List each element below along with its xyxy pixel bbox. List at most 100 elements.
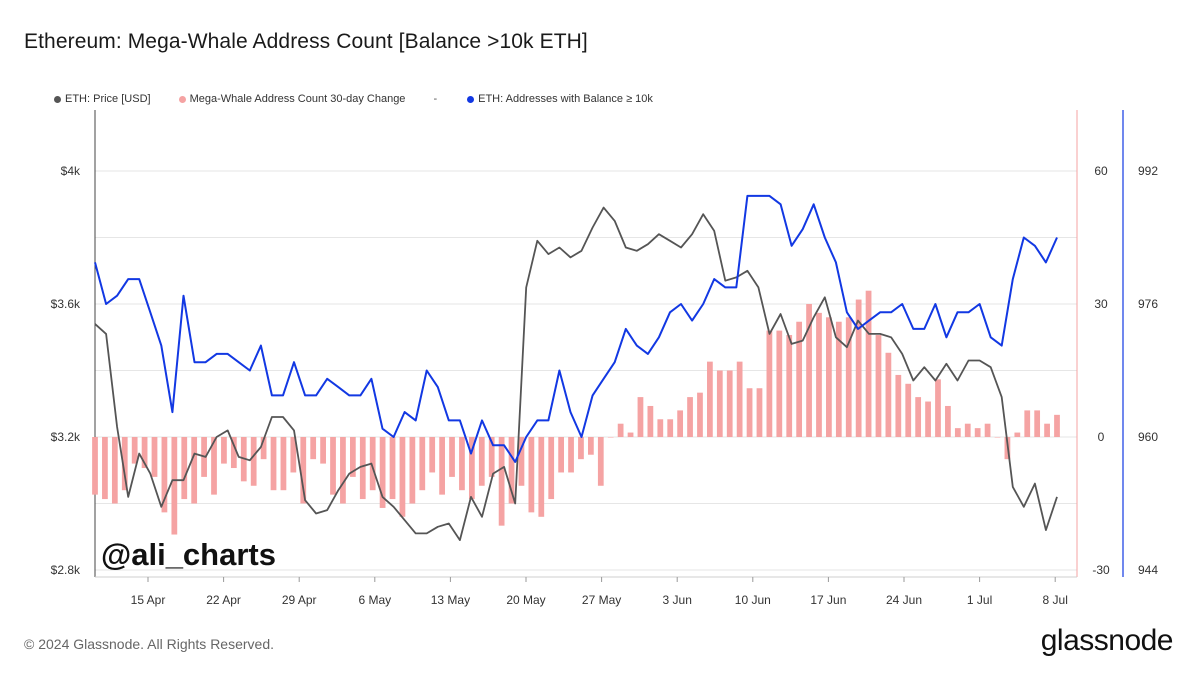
change-bar <box>627 432 634 437</box>
x-tick-label: 13 May <box>431 593 470 607</box>
change-bar <box>419 437 426 491</box>
y-left-tick-label: $3.2k <box>51 430 81 444</box>
change-bar <box>558 437 564 473</box>
change-bar <box>518 437 525 486</box>
change-bar <box>766 330 773 437</box>
change-bar <box>925 401 931 437</box>
change-bar <box>895 374 902 437</box>
change-bar <box>498 437 505 526</box>
change-bar <box>538 437 545 517</box>
change-bar <box>568 437 574 473</box>
change-bar <box>647 405 654 437</box>
change-bar <box>290 437 297 473</box>
y-left-tick-label: $3.6k <box>51 297 81 311</box>
legend-item-change[interactable]: Mega-Whale Address Count 30-day Change <box>178 93 406 105</box>
price-line <box>94 206 1058 541</box>
change-bar <box>102 437 108 500</box>
change-bar <box>707 361 713 437</box>
change-bar <box>548 437 555 500</box>
change-bar <box>667 419 674 437</box>
change-bar <box>508 437 515 504</box>
x-tick-label: 3 Jun <box>663 593 692 607</box>
change-bar <box>697 392 703 437</box>
x-tick-label: 24 Jun <box>886 593 922 607</box>
change-bar <box>677 410 684 437</box>
change-bar <box>459 437 465 491</box>
change-bar <box>915 397 922 437</box>
change-bar <box>726 370 733 437</box>
change-bar <box>449 437 455 477</box>
change-bar <box>816 312 822 437</box>
x-tick-label: 22 Apr <box>206 593 241 607</box>
change-bar <box>111 437 118 504</box>
change-bar <box>409 437 416 504</box>
change-bar <box>687 397 693 437</box>
change-bar <box>221 437 227 464</box>
change-bar <box>131 437 138 464</box>
change-bar <box>935 379 941 437</box>
change-bar <box>885 352 892 437</box>
change-bar <box>399 437 406 517</box>
chart-legend: ETH: Price [USD] Mega-Whale Address Coun… <box>54 93 681 105</box>
y-change-tick-label: 30 <box>1094 297 1108 311</box>
change-bar <box>1034 410 1041 437</box>
change-bar <box>796 321 803 437</box>
x-tick-label: 15 Apr <box>131 593 166 607</box>
change-bar <box>1024 410 1031 437</box>
legend-marker-price <box>54 95 61 103</box>
change-bar <box>270 437 277 491</box>
change-bar <box>181 437 188 500</box>
change-bar <box>855 299 862 437</box>
change-bar <box>151 437 158 477</box>
legend-label-change: Mega-Whale Address Count 30-day Change <box>189 93 406 105</box>
x-tick-label: 29 Apr <box>282 593 317 607</box>
legend-item-addresses[interactable]: ETH: Addresses with Balance ≥ 10k <box>467 93 653 105</box>
change-bar <box>230 437 237 469</box>
y-change-tick-label: -30 <box>1092 563 1110 577</box>
x-tick-label: 6 May <box>358 593 391 607</box>
change-bar <box>250 437 257 486</box>
change-bar <box>776 330 783 437</box>
change-bar <box>736 361 743 437</box>
chart-title: Ethereum: Mega-Whale Address Count [Bala… <box>24 30 588 53</box>
change-bar <box>716 370 723 437</box>
change-bar <box>607 437 614 438</box>
x-tick-label: 27 May <box>582 593 621 607</box>
change-bar <box>528 437 535 513</box>
change-bar <box>369 437 376 491</box>
copyright-footer: © 2024 Glassnode. All Rights Reserved. <box>24 636 275 652</box>
legend-separator: - <box>433 93 438 105</box>
change-bar <box>617 423 624 437</box>
change-bar <box>578 437 584 460</box>
change-bar <box>171 437 178 535</box>
legend-label-addresses: ETH: Addresses with Balance ≥ 10k <box>478 93 653 105</box>
legend-item-price[interactable]: ETH: Price [USD] <box>54 93 151 105</box>
change-bar <box>260 437 267 460</box>
y-address-tick-label: 960 <box>1138 430 1158 444</box>
x-tick-label: 10 Jun <box>735 593 771 607</box>
change-bar <box>1044 423 1050 437</box>
change-bar <box>637 397 644 437</box>
change-bar <box>588 437 594 455</box>
x-tick-label: 20 May <box>506 593 545 607</box>
change-bar <box>845 317 852 437</box>
y-address-tick-label: 976 <box>1138 297 1158 311</box>
change-bar <box>349 437 356 477</box>
change-bar <box>468 437 475 500</box>
change-bar <box>806 304 812 437</box>
change-bar <box>161 437 168 513</box>
legend-marker-change <box>178 95 186 103</box>
change-bar <box>211 437 217 495</box>
change-bar <box>954 428 961 437</box>
change-bar <box>945 405 951 437</box>
legend-marker-addresses <box>467 95 475 103</box>
x-tick-label: 17 Jun <box>810 593 846 607</box>
watermark-text: @ali_charts <box>101 537 276 572</box>
change-bar <box>984 423 991 437</box>
y-address-tick-label: 944 <box>1138 563 1158 577</box>
change-bar <box>786 335 793 437</box>
change-bar <box>478 437 485 486</box>
y-change-tick-label: 60 <box>1094 164 1108 178</box>
change-bar <box>1054 414 1060 437</box>
